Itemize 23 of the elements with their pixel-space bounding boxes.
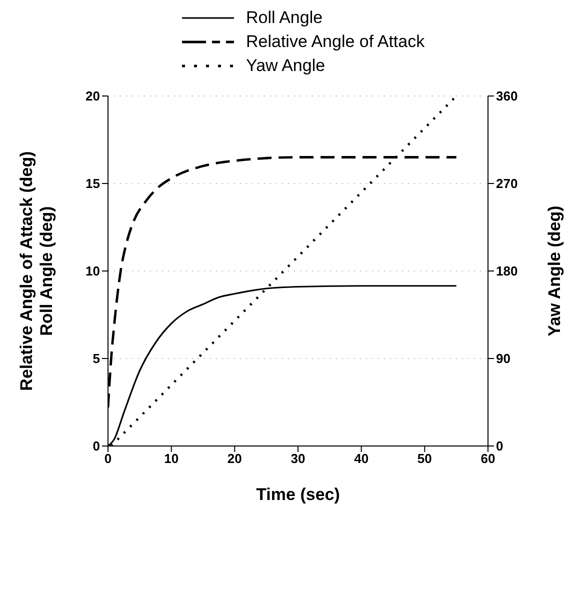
x-tick-label: 30 [290, 451, 306, 466]
y-axis-title: Relative Angle of Attack (deg) Roll Angle (deg) [17, 151, 56, 391]
y-tick-label: 15 [86, 176, 100, 192]
legend-label: Yaw Angle [246, 56, 326, 76]
y-tick-label: 5 [92, 351, 100, 366]
x-tick-label: 50 [417, 451, 432, 466]
y2-tick-label: 0 [496, 438, 504, 454]
x-axis-title: Time (sec) [256, 485, 340, 504]
x-tick-label: 20 [227, 451, 242, 466]
legend-label: Roll Angle [246, 8, 323, 28]
y2-tick-label: 270 [496, 176, 518, 192]
legend-label: Relative Angle of Attack [246, 32, 425, 52]
y-tick-label: 20 [86, 88, 100, 104]
y2-tick-label: 180 [496, 264, 518, 279]
x-tick-label: 0 [104, 451, 112, 466]
x-tick-label: 10 [164, 451, 179, 466]
y2-axis-title: Yaw Angle (deg) [545, 206, 564, 336]
y2-tick-label: 360 [496, 88, 518, 104]
y-tick-label: 10 [86, 264, 100, 279]
x-tick-label: 40 [354, 451, 369, 466]
x-tick-label: 60 [480, 451, 496, 466]
y2-tick-label: 90 [496, 351, 510, 366]
y-tick-label: 0 [92, 438, 100, 454]
